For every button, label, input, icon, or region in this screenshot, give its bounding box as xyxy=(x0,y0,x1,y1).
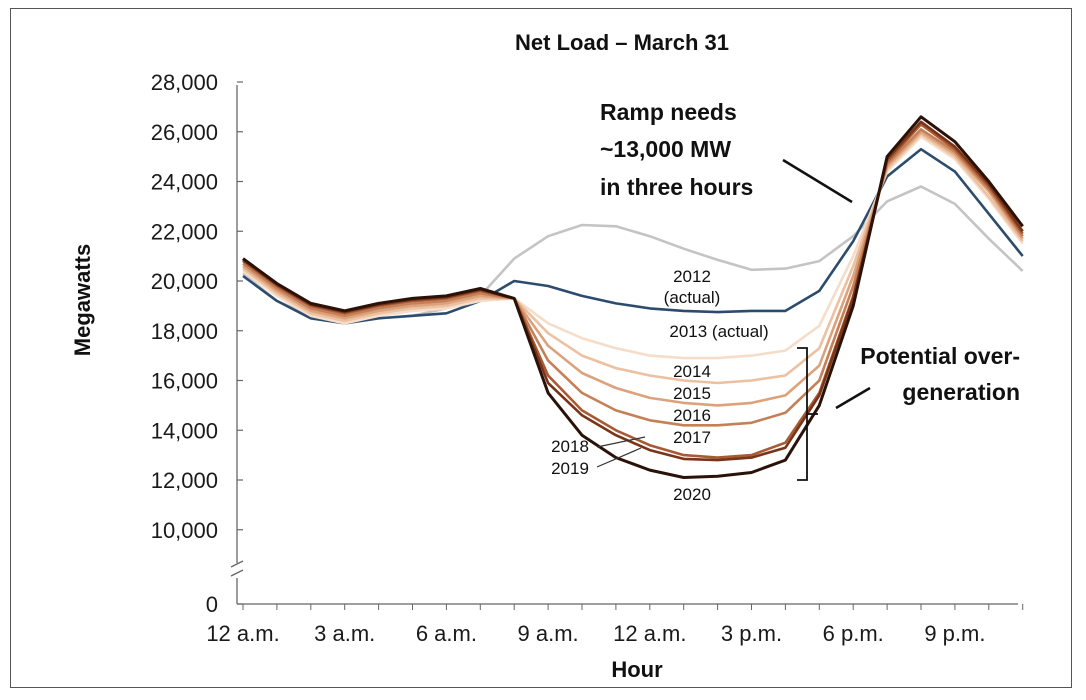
y-tick-label: 28,000 xyxy=(151,70,218,95)
label-2012-actual: (actual) xyxy=(664,288,721,307)
y-tick-label: 18,000 xyxy=(151,319,218,344)
x-tick-label: 12 a.m. xyxy=(613,621,686,646)
series-line-2015 xyxy=(242,132,1024,385)
y-tick-label: 12,000 xyxy=(151,468,218,493)
series-line-2013 xyxy=(242,147,1024,325)
overgen-text-line-1: Potential over- xyxy=(860,343,1020,369)
label-2014: 2014 xyxy=(673,362,711,381)
x-ticks: 12 a.m. 3 a.m. 6 a.m. 9 a.m. 12 a.m. 3 p.m. 6 … xyxy=(206,604,1024,646)
y-axis-break xyxy=(230,560,244,577)
label-2012-year: 2012 xyxy=(673,267,711,286)
y-tick-label: 14,000 xyxy=(151,418,218,443)
label-2016: 2016 xyxy=(673,406,711,425)
overgen-text-line-2: generation xyxy=(902,379,1020,405)
x-axis-title: Hour xyxy=(611,657,663,682)
x-tick-label: 6 a.m. xyxy=(416,621,477,646)
ramp-arrow xyxy=(782,158,853,204)
label-2013: 2013 (actual) xyxy=(669,322,768,341)
label-2019: 2019 xyxy=(551,459,589,478)
x-tick-label: 3 p.m. xyxy=(721,621,782,646)
x-tick-label: 9 p.m. xyxy=(924,621,985,646)
ramp-text-line-3: in three hours xyxy=(600,174,753,200)
y-ticks: 0 10,000 12,000 14,000 16,000 18,000 20,000 22,… xyxy=(151,70,243,617)
axes xyxy=(230,85,1018,605)
leader-2018 xyxy=(596,436,646,448)
y-tick-label: 16,000 xyxy=(151,369,218,394)
series-line-2017 xyxy=(242,128,1024,427)
series-line-2019 xyxy=(242,120,1024,462)
x-tick-label: 12 a.m. xyxy=(206,621,279,646)
series-lines xyxy=(242,115,1024,479)
label-2015: 2015 xyxy=(673,384,711,403)
leader-2019 xyxy=(596,447,642,468)
chart-title: Net Load – March 31 xyxy=(515,30,729,55)
y-tick-label: 0 xyxy=(206,592,218,617)
y-tick-label: 20,000 xyxy=(151,269,218,294)
ramp-annotation: Ramp needs ~13,000 MW in three hours xyxy=(600,99,853,204)
series-line-2016 xyxy=(242,130,1024,407)
overgen-pointer xyxy=(835,386,871,410)
series-line-2020 xyxy=(242,115,1024,479)
y-tick-label: 10,000 xyxy=(151,518,218,543)
ramp-text-line-1: Ramp needs xyxy=(600,99,737,125)
series-line-2012 xyxy=(242,185,1024,325)
y-tick-label: 24,000 xyxy=(151,170,218,195)
x-tick-label: 3 a.m. xyxy=(314,621,375,646)
label-2018: 2018 xyxy=(551,437,589,456)
label-2020: 2020 xyxy=(673,485,711,504)
series-labels: 2012 (actual) 2013 (actual) 2014 2015 20… xyxy=(551,267,769,504)
series-line-2014 xyxy=(242,135,1024,360)
y-axis-title: Megawatts xyxy=(70,244,95,356)
x-tick-label: 6 p.m. xyxy=(823,621,884,646)
y-tick-label: 22,000 xyxy=(151,219,218,244)
x-tick-label: 9 a.m. xyxy=(518,621,579,646)
chart-frame xyxy=(10,8,1072,688)
overgeneration-annotation: Potential over- generation xyxy=(797,343,1020,481)
ramp-text-line-2: ~13,000 MW xyxy=(600,136,731,162)
y-tick-label: 26,000 xyxy=(151,120,218,145)
label-2017: 2017 xyxy=(673,428,711,447)
